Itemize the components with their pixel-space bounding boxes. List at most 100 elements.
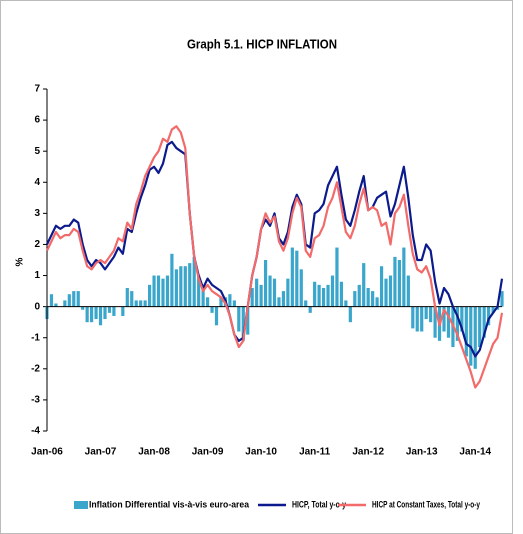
x-tick-label: Jan-06 [31,447,63,458]
bar [139,300,143,307]
bar [491,306,495,313]
bar [152,275,156,307]
bar [446,306,451,338]
y-axis-label: % [15,257,26,266]
bar [464,306,468,357]
bar [250,287,254,307]
legend-swatch [74,501,88,509]
bar [76,291,80,307]
legend-label: HICP at Constant Taxes, Total y-o-y [372,499,480,509]
bar [308,306,312,313]
bar [326,284,330,307]
bar [165,275,170,307]
bar [362,263,366,307]
bar [429,306,433,323]
bar [304,300,308,307]
bar [344,300,348,307]
bar [482,306,486,338]
bar [402,247,406,307]
bar [277,297,281,307]
x-tick-label: Jan-14 [459,447,491,458]
bar [366,287,370,307]
bar [473,306,477,369]
y-tick-label: 0 [34,301,40,312]
bar [268,275,272,307]
bar [357,284,361,307]
y-tick-label: 1 [34,270,40,281]
bar [281,291,286,307]
bar [214,306,219,326]
bar [205,297,210,307]
bar [411,306,415,329]
bar [348,306,352,323]
bar [179,266,183,307]
bar [130,291,134,307]
bar [397,260,402,307]
bar [147,284,152,307]
bar [174,269,178,307]
bar [237,306,241,332]
x-tick-label: Jan-08 [138,447,170,458]
bar [103,306,107,320]
bar [210,306,214,313]
bar [384,278,388,307]
bar [232,300,236,307]
line-series [46,125,504,389]
y-tick-label: -3 [31,395,40,406]
bar [183,266,187,307]
line-series [46,140,504,358]
bar [424,306,428,320]
bar [241,306,245,341]
bar [272,278,277,307]
bar [433,306,437,338]
bar [72,291,76,307]
y-tick-label: -4 [31,426,40,437]
bar [125,287,129,307]
bar [156,275,161,307]
bar [94,306,98,320]
bar [442,306,446,332]
chart-title: Graph 5.1. HICP INFLATION [187,36,337,51]
bar [255,278,259,307]
bar [188,263,192,307]
y-tick-label: -2 [31,363,40,374]
bar [420,306,424,332]
bar [259,284,263,307]
bar [219,297,223,307]
bar [375,297,379,307]
bar [379,266,384,307]
bar [335,247,339,307]
bar [90,306,94,323]
bar [67,294,71,307]
x-tick-label: Jan-09 [192,447,224,458]
bar [500,291,504,307]
x-tick-label: Jan-11 [299,447,331,458]
bar [290,247,294,307]
bar [371,291,375,307]
bar [455,306,459,341]
bar [263,260,268,307]
y-tick-label: 3 [34,208,40,219]
bar [317,284,321,307]
x-tick-label: Jan-07 [85,447,117,458]
y-tick-label: 7 [34,84,40,95]
bar [197,275,201,307]
x-tick-label: Jan-13 [406,447,438,458]
bar [388,275,393,307]
bar [286,278,290,307]
y-tick-label: 5 [34,146,40,157]
bar [192,256,196,307]
bar [228,294,232,307]
bar [81,306,85,310]
bar [339,281,344,307]
bar [415,306,419,332]
bar [49,294,54,307]
legend-label: HICP, Total y-o-y [292,499,346,509]
bar [121,306,125,316]
bar [487,306,491,326]
bar [299,269,303,307]
bar [161,278,165,307]
bar [478,306,482,348]
bar [85,306,89,323]
bar [393,256,397,307]
